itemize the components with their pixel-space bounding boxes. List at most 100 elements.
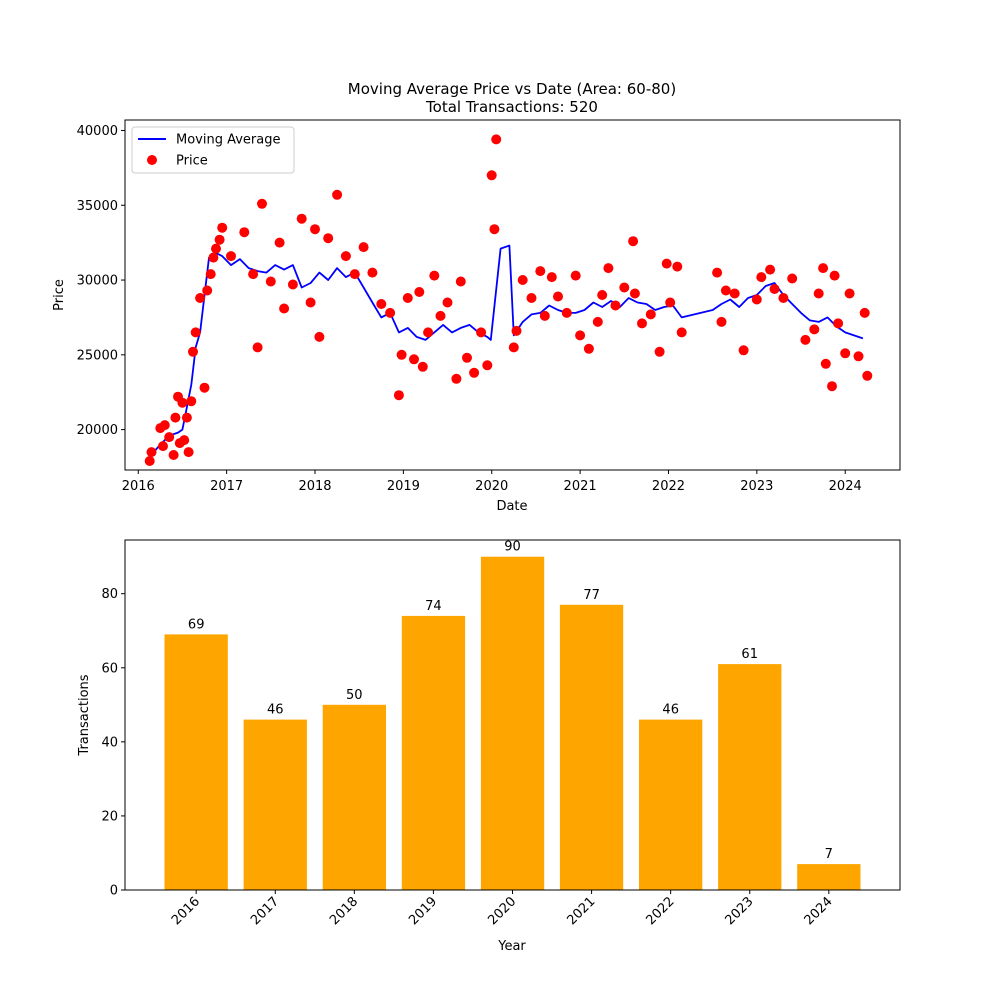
price-point (672, 261, 683, 272)
price-point (217, 222, 228, 233)
transactions-plot-area: 69 46 50 74 90 77 46 61 7 (164, 540, 861, 890)
price-point (214, 234, 225, 245)
legend-point-swatch (147, 155, 157, 165)
price-point (385, 307, 396, 318)
price-point (168, 450, 179, 460)
price-point (756, 272, 767, 283)
x-tick-label: 2017 (210, 479, 243, 494)
price-point (248, 269, 259, 280)
bar-y-tick-label: 20 (101, 809, 118, 824)
transactions-bar (797, 864, 861, 890)
price-point (539, 310, 550, 321)
transactions-bar (559, 604, 624, 890)
price-point (575, 330, 586, 341)
x-tick-label: 2022 (652, 479, 685, 494)
price-point (619, 282, 630, 293)
price-point (393, 390, 404, 401)
price-point (491, 134, 502, 145)
bar-value-label: 46 (662, 703, 679, 718)
price-point (442, 297, 453, 308)
price-point (654, 346, 665, 357)
price-point (862, 370, 873, 381)
price-point (486, 170, 497, 181)
price-point (376, 299, 387, 309)
x-tick-label: 2024 (829, 479, 862, 494)
price-point (257, 198, 267, 209)
price-point (820, 358, 831, 369)
transactions-bar (480, 556, 545, 890)
price-point (765, 264, 776, 275)
price-point (508, 342, 519, 353)
price-point (181, 412, 192, 423)
price-point (476, 327, 487, 338)
price-point (144, 456, 155, 466)
price-point (310, 224, 320, 235)
bar-value-label: 46 (267, 703, 284, 718)
price-point (462, 352, 472, 363)
y-tick-label: 40000 (77, 124, 118, 139)
y-tick-label: 25000 (77, 348, 118, 363)
price-point (188, 346, 198, 357)
price-point (729, 288, 740, 299)
price-point (665, 297, 676, 308)
price-point (570, 270, 581, 281)
price-point (818, 263, 829, 274)
transactions-axes-frame (124, 539, 901, 891)
y-tick-label: 20000 (77, 423, 118, 438)
price-point (833, 318, 844, 329)
bar-y-tick-label: 80 (101, 587, 118, 602)
price-point (800, 334, 811, 345)
price-point (829, 270, 840, 281)
price-point (844, 288, 855, 299)
price-point (451, 373, 462, 384)
price-point (628, 236, 639, 247)
price-axes-ticks: 2016 2017 2018 2019 2020 2021 2022 2023 2024 2000… (77, 124, 862, 494)
price-point (332, 189, 343, 200)
price-point (208, 252, 219, 263)
x-tick-label: 2018 (298, 479, 331, 494)
legend-box (131, 126, 295, 174)
moving-average-line (146, 244, 864, 461)
price-point (314, 331, 325, 342)
price-point (349, 269, 360, 280)
bar-y-tick-label: 0 (110, 884, 118, 899)
price-point (482, 360, 493, 371)
price-point (265, 276, 276, 287)
price-point (469, 367, 480, 378)
price-point (177, 397, 188, 408)
price-point (164, 432, 175, 443)
price-point (583, 343, 594, 354)
price-point (455, 276, 466, 287)
price-point (402, 293, 413, 303)
price-point (853, 351, 864, 362)
price-point (274, 237, 285, 248)
price-point (553, 291, 563, 302)
bar-y-axis-label: Transactions (77, 674, 92, 756)
price-point (340, 251, 351, 262)
price-point (809, 324, 820, 335)
price-point (202, 285, 213, 296)
chart-subtitle: Total Transactions: 520 (425, 98, 598, 116)
price-point (296, 213, 307, 224)
legend-label-price: Price (176, 154, 208, 169)
chart-title: Moving Average Price vs Date (Area: 60-8… (348, 80, 676, 98)
y-axis-label: Price (52, 279, 67, 311)
price-point (429, 270, 440, 281)
price-point (252, 342, 263, 353)
price-point (859, 307, 870, 318)
price-point (190, 327, 201, 338)
bar-y-tick-label: 60 (101, 661, 118, 676)
x-tick-label: 2021 (564, 479, 597, 494)
price-point (597, 290, 608, 300)
price-point (676, 327, 687, 338)
price-point (211, 243, 221, 254)
price-point (738, 345, 749, 356)
price-point (409, 354, 419, 365)
price-plot-area (144, 134, 873, 466)
price-point (720, 285, 731, 296)
price-point (183, 447, 194, 458)
legend-label-moving-average: Moving Average (176, 133, 280, 148)
bar-value-label: 61 (741, 647, 758, 662)
price-chart: Moving Average Price vs Date (Area: 60-8… (52, 80, 901, 514)
